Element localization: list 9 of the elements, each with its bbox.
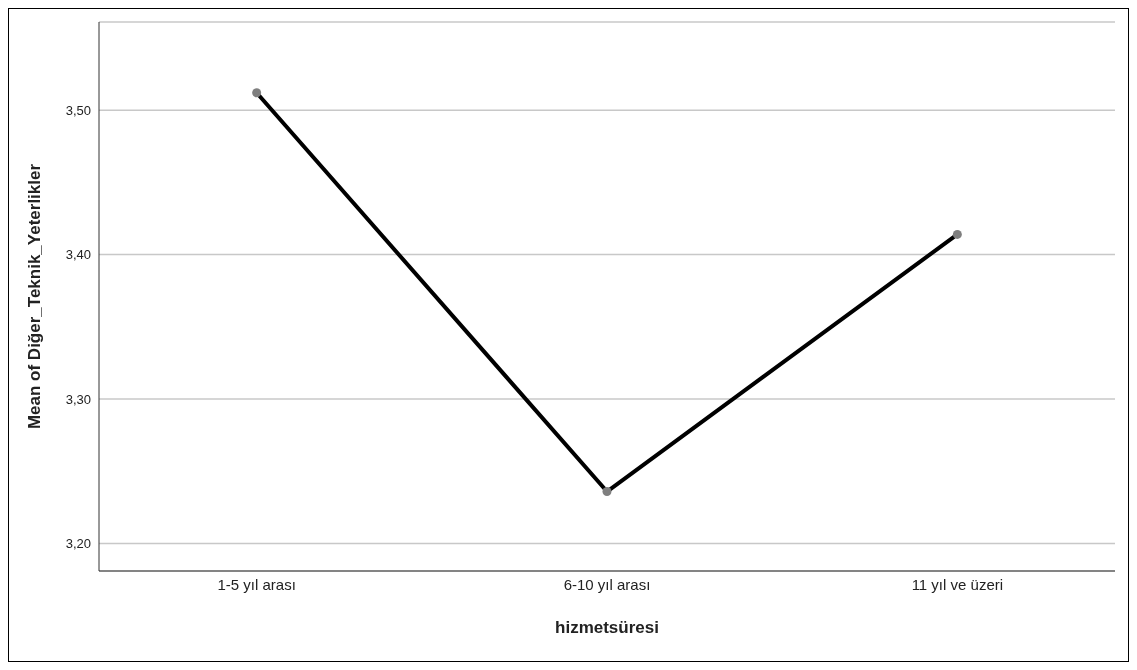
- y-axis-title: Mean of Diğer_Teknik_Yeterlikler: [25, 163, 45, 430]
- x-axis-title: hizmetsüresi: [555, 618, 659, 637]
- x-tick-label: 1-5 yıl arası: [217, 575, 296, 593]
- y-tick-label: 3,50: [65, 102, 91, 118]
- y-tick-label: 3,40: [65, 247, 91, 263]
- y-tick-label: 3,30: [65, 391, 91, 407]
- x-tick-label: 6-10 yıl arası: [563, 575, 651, 593]
- x-tick-label: 11 yıl ve üzeri: [911, 575, 1004, 593]
- y-tick-label: 3,20: [65, 536, 91, 552]
